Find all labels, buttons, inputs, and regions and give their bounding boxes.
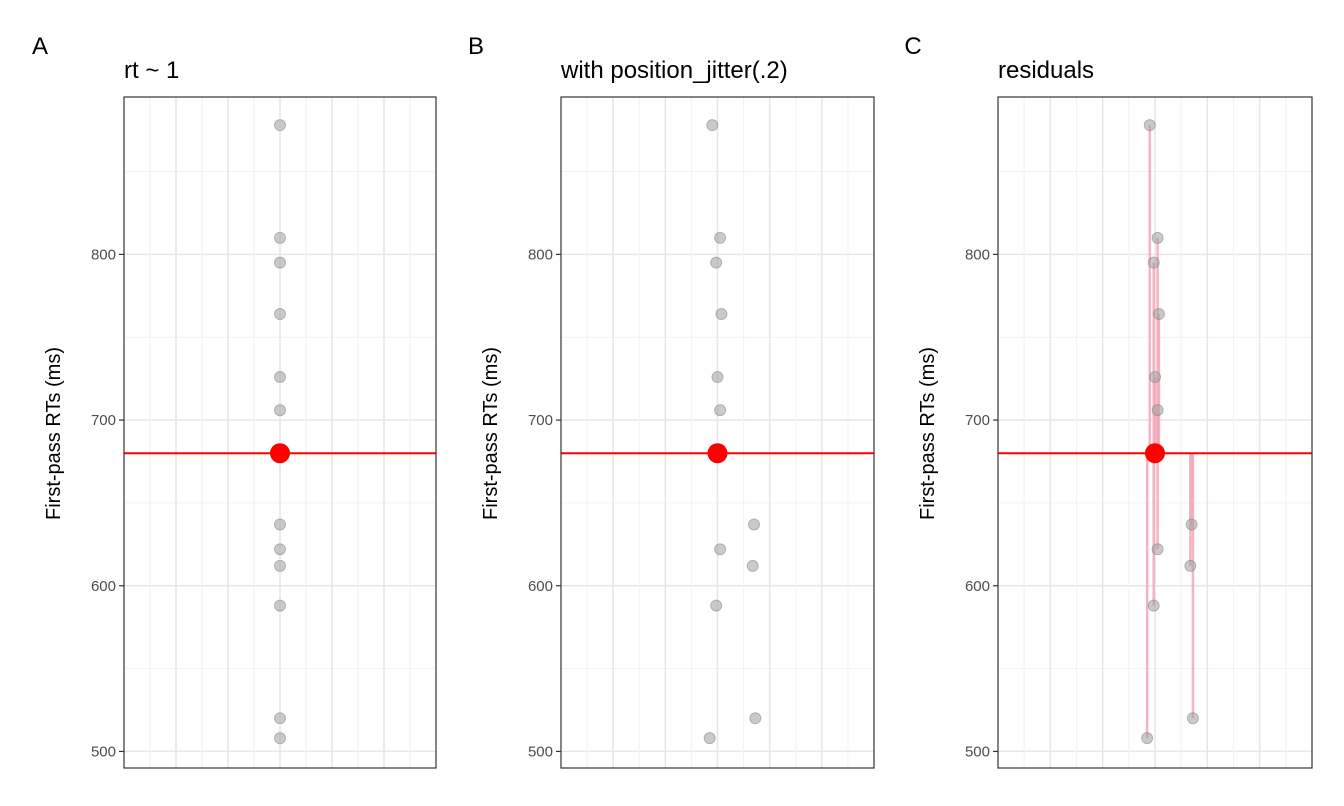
y-tick-label: 800 (528, 246, 553, 263)
data-point (1147, 599, 1160, 612)
data-point (274, 370, 286, 383)
data-point (1141, 732, 1154, 745)
y-tick-label: 500 (965, 743, 990, 760)
data-point (274, 119, 286, 132)
data-point (1184, 559, 1197, 572)
mean-point (1145, 443, 1165, 464)
data-point (274, 712, 286, 725)
panel-title: residuals (998, 57, 1094, 84)
plot-content (124, 119, 436, 745)
data-point (710, 599, 723, 612)
mean-point (270, 443, 290, 464)
data-point (748, 518, 761, 531)
panel-title: rt ~ 1 (124, 57, 179, 84)
data-point (703, 732, 716, 745)
data-point (274, 404, 286, 417)
y-tick-label: 600 (91, 578, 116, 595)
panel-tag: B (468, 33, 484, 60)
data-point (715, 308, 728, 321)
y-axis-label: First-pass RTs (ms) (43, 347, 65, 520)
data-point (274, 732, 286, 745)
plot-content (998, 119, 1312, 745)
data-point (1149, 370, 1161, 383)
data-point (710, 256, 723, 269)
data-point (706, 119, 719, 132)
data-point (274, 599, 286, 612)
panel-tag: C (904, 33, 921, 60)
panel-border (123, 96, 437, 769)
y-tick-label: 800 (91, 246, 116, 263)
data-point (1151, 543, 1164, 556)
data-point (274, 559, 286, 572)
data-point (274, 518, 286, 531)
data-point (274, 256, 286, 269)
data-point (1185, 518, 1198, 531)
data-point (714, 543, 727, 556)
data-point (714, 404, 727, 417)
grid (124, 97, 436, 768)
y-tick-label: 700 (965, 412, 990, 429)
data-point (274, 543, 286, 556)
data-point (1152, 308, 1165, 321)
y-tick-label: 600 (965, 578, 990, 595)
data-point (1147, 256, 1160, 269)
y-axis-label: First-pass RTs (ms) (917, 347, 939, 520)
y-axis-label: First-pass RTs (ms) (480, 347, 502, 520)
y-tick-label: 600 (528, 578, 553, 595)
y-tick-label: 700 (528, 412, 553, 429)
panel-a: 500 600 700 800 First-pass RTs (ms) Art ~ 1 (32, 33, 437, 769)
data-point (746, 559, 759, 572)
y-tick-label: 500 (528, 743, 553, 760)
data-point (1186, 712, 1199, 725)
y-tick-label: 700 (91, 412, 116, 429)
data-point (274, 308, 286, 321)
data-point (1143, 119, 1156, 132)
grid (561, 97, 874, 768)
panel-border (560, 96, 875, 769)
panel-title: with position_jitter(.2) (560, 57, 788, 84)
panel-border (997, 96, 1313, 769)
mean-point (707, 443, 728, 464)
data-point (1151, 404, 1164, 417)
data-point (749, 712, 762, 725)
plot-content (561, 119, 874, 745)
data-point (711, 370, 724, 383)
panel-tag: A (32, 33, 48, 60)
data-point (714, 231, 727, 244)
data-point (1151, 231, 1164, 244)
data-point (274, 231, 286, 244)
y-tick-label: 800 (965, 246, 990, 263)
panel-c: 500 600 700 800 First-pass RTs (ms) Cresidual… (904, 33, 1313, 769)
y-tick-label: 500 (91, 743, 116, 760)
